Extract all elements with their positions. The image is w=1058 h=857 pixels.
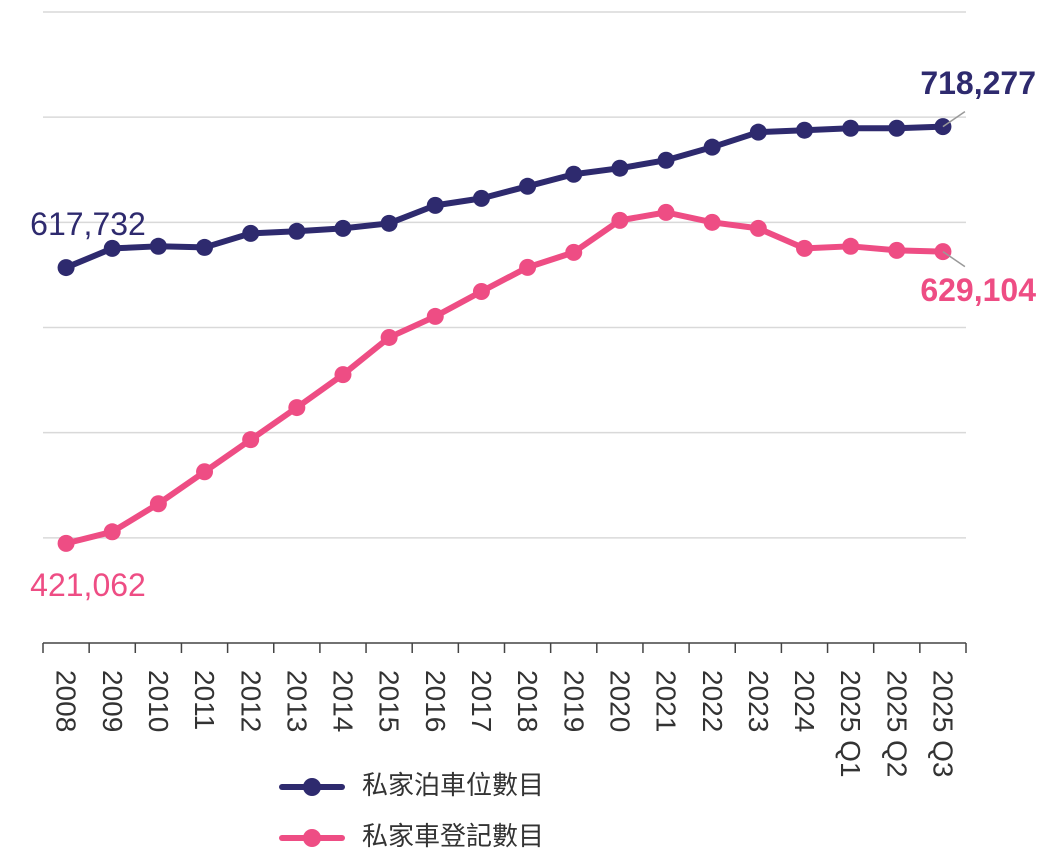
data-point	[519, 177, 537, 195]
x-tick-label: 2010	[143, 670, 174, 732]
data-point	[749, 123, 767, 141]
data-point	[934, 118, 952, 136]
data-label: 617,732	[30, 206, 146, 242]
data-point	[703, 138, 721, 156]
data-point	[565, 243, 583, 261]
x-tick-label: 2019	[558, 670, 589, 732]
data-point	[426, 196, 444, 214]
data-point	[795, 121, 813, 139]
data-point	[380, 328, 398, 346]
data-point	[703, 213, 721, 231]
data-point	[472, 282, 490, 300]
data-point	[57, 534, 75, 552]
data-point	[103, 239, 121, 257]
x-tick-label: 2025 Q1	[835, 670, 866, 777]
data-point	[657, 203, 675, 221]
data-point	[519, 258, 537, 276]
data-point	[196, 463, 214, 481]
x-tick-label: 2009	[97, 670, 128, 732]
x-tick-label: 2018	[512, 670, 543, 732]
data-point	[842, 119, 860, 137]
data-point	[888, 119, 906, 137]
x-tick-label: 2013	[281, 670, 312, 732]
x-tick-label: 2025 Q3	[928, 670, 959, 777]
x-tick-label: 2014	[328, 670, 359, 732]
legend-label: 私家車登記數目	[362, 821, 544, 851]
x-tick-label: 2015	[374, 670, 405, 732]
data-point	[749, 219, 767, 237]
data-point	[657, 151, 675, 169]
series-line	[65, 209, 944, 547]
x-tick-label: 2022	[697, 670, 728, 732]
x-tick-label: 2024	[789, 670, 820, 732]
data-point	[888, 241, 906, 259]
x-tick-label: 2020	[604, 670, 635, 732]
x-tick-label: 2012	[235, 670, 266, 732]
data-point	[795, 239, 813, 257]
data-point	[380, 214, 398, 232]
data-point	[334, 219, 352, 237]
legend-marker	[303, 829, 321, 847]
legend-marker	[303, 778, 321, 796]
data-point	[565, 165, 583, 183]
data-point	[242, 224, 260, 242]
x-tick-label: 2025 Q2	[881, 670, 912, 777]
data-point	[288, 222, 306, 240]
label-leader	[942, 251, 966, 268]
data-point	[611, 211, 629, 229]
label-leader	[942, 110, 966, 128]
data-point	[242, 431, 260, 449]
x-tick-label: 2017	[466, 670, 497, 732]
data-point	[288, 399, 306, 417]
data-point	[149, 495, 167, 513]
data-label: 421,062	[30, 567, 146, 603]
x-tick-label: 2016	[420, 670, 451, 732]
data-point	[842, 237, 860, 255]
x-tick-label: 2008	[51, 670, 82, 732]
data-point	[334, 366, 352, 384]
data-point	[426, 307, 444, 325]
x-tick-label: 2011	[189, 670, 220, 730]
data-point	[57, 259, 75, 277]
legend-label: 私家泊車位數目	[362, 770, 544, 800]
data-label: 629,104	[920, 272, 1036, 308]
data-point	[149, 237, 167, 255]
data-point	[196, 238, 214, 256]
data-point	[611, 159, 629, 177]
data-point	[472, 189, 490, 207]
data-point	[934, 243, 952, 261]
x-tick-label: 2021	[651, 670, 682, 732]
x-tick-label: 2023	[743, 670, 774, 732]
data-label: 718,277	[920, 65, 1036, 101]
data-point	[103, 523, 121, 541]
